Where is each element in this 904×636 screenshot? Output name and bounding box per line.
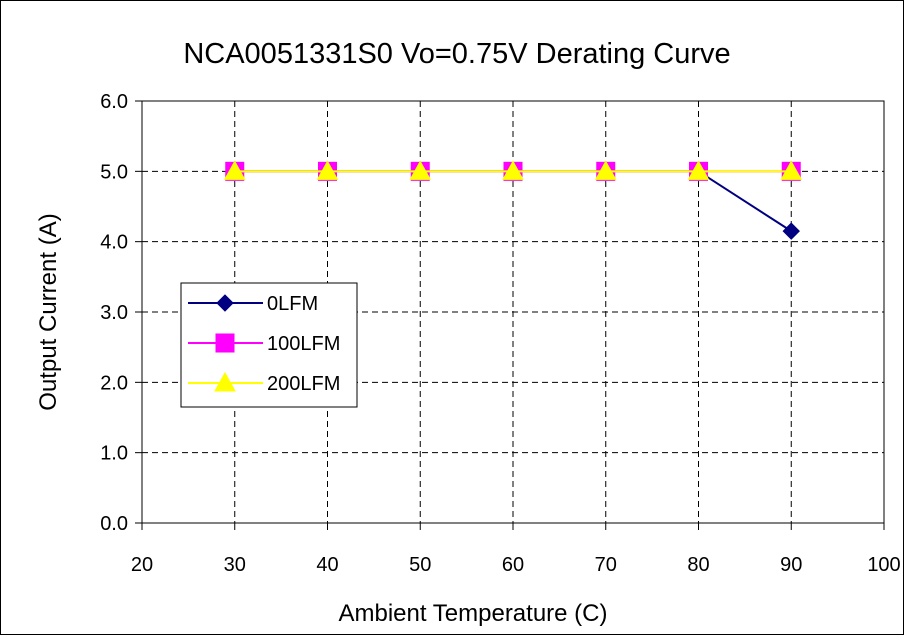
x-tick-label-70: 70 xyxy=(595,554,617,576)
point-0LFM-90 xyxy=(782,222,800,240)
y-tick-label-0.0: 0.0 xyxy=(100,513,128,535)
legend-label-200LFM: 200LFM xyxy=(267,373,340,395)
x-tick-label-90: 90 xyxy=(780,554,802,576)
y-tick-label-4.0: 4.0 xyxy=(100,232,128,254)
y-tick-label-1.0: 1.0 xyxy=(100,443,128,465)
legend-entry-200LFM: 200LFM xyxy=(188,371,340,395)
x-axis-label: Ambient Temperature (C) xyxy=(339,600,608,627)
legend: 0LFM 100LFM 200LFM xyxy=(180,282,358,408)
chart-title: NCA0051331S0 Vo=0.75V Derating Curve xyxy=(183,38,730,70)
x-tick-label-20: 20 xyxy=(131,554,153,576)
series-200LFM xyxy=(223,160,803,180)
legend-label-0LFM: 0LFM xyxy=(267,293,318,315)
y-tick-label-3.0: 3.0 xyxy=(100,302,128,324)
point-200LFM-30 xyxy=(223,160,246,180)
point-200LFM-50 xyxy=(409,160,432,180)
point-200LFM-90 xyxy=(780,160,803,180)
point-200LFM-60 xyxy=(502,160,524,180)
legend-entry-100LFM: 100LFM xyxy=(188,333,340,355)
y-tick-label-2.0: 2.0 xyxy=(100,372,128,394)
point-200LFM-40 xyxy=(316,160,339,180)
x-tick-label-30: 30 xyxy=(224,554,246,576)
legend-label-100LFM: 100LFM xyxy=(267,333,340,355)
axes: 20 30 40 50 60 70 80 90 100 0.0 1.0 2.0 3.0 4.0 5.0 6.0 xyxy=(100,91,901,576)
x-tick-label-60: 60 xyxy=(502,554,524,576)
x-tick-label-80: 80 xyxy=(687,554,709,576)
series-layer xyxy=(223,160,803,240)
y-axis-label: Output Current (A) xyxy=(35,213,62,410)
x-tick-label-50: 50 xyxy=(409,554,431,576)
y-tick-label-5.0: 5.0 xyxy=(100,161,128,183)
legend-marker-0LFM xyxy=(216,294,234,312)
point-200LFM-80 xyxy=(687,160,710,180)
y-tick-label-6.0: 6.0 xyxy=(100,91,128,113)
legend-entry-0LFM: 0LFM xyxy=(188,293,318,315)
x-tick-label-100: 100 xyxy=(867,554,900,576)
legend-marker-100LFM xyxy=(215,333,235,353)
point-200LFM-70 xyxy=(594,160,617,180)
legend-marker-200LFM xyxy=(214,371,236,392)
x-tick-label-40: 40 xyxy=(316,554,338,576)
